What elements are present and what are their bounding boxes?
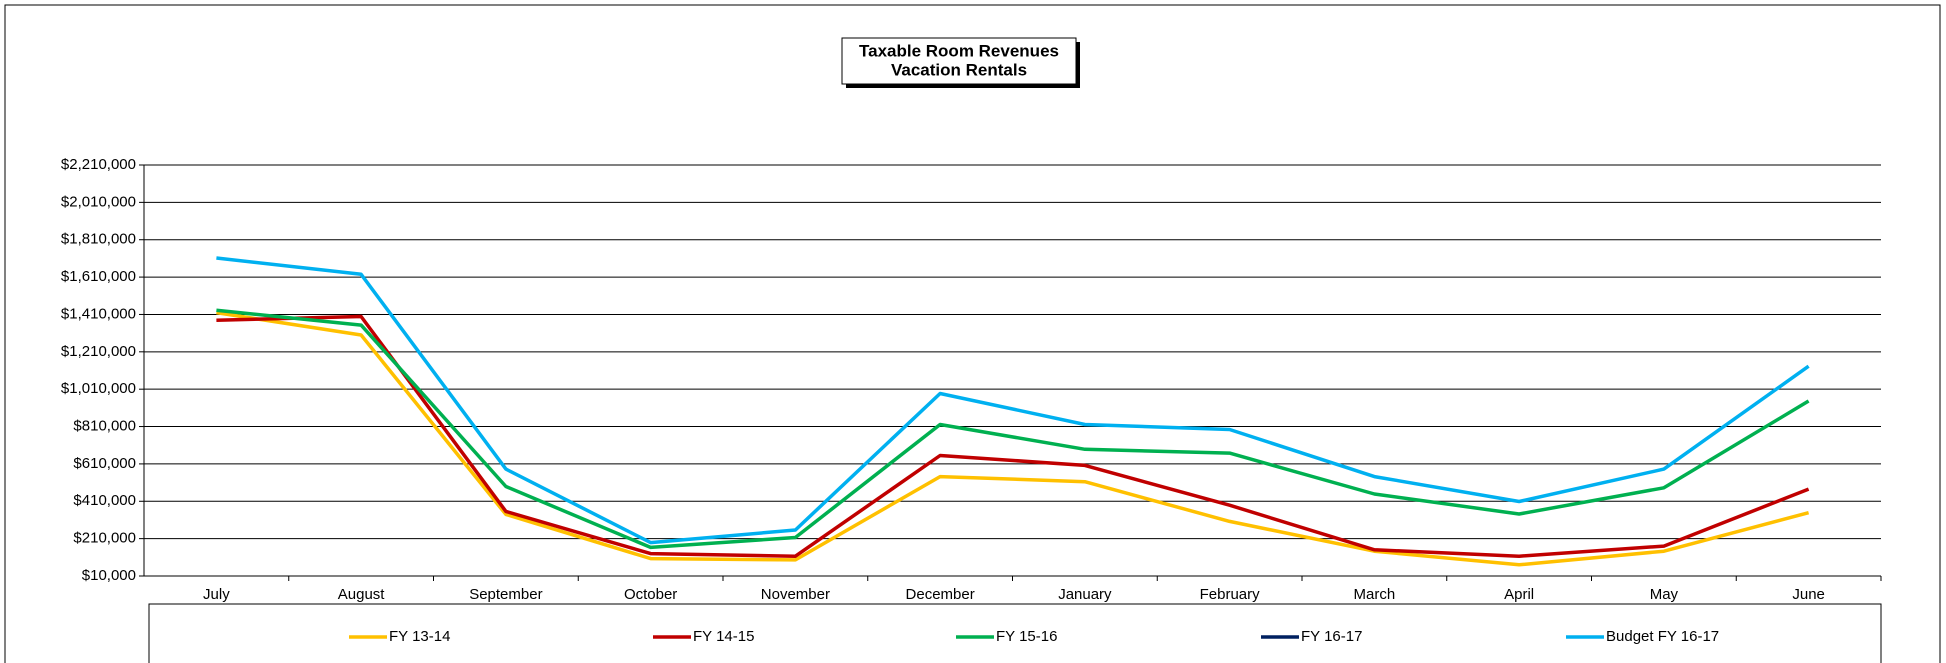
series-line bbox=[216, 314, 1810, 558]
x-tick-label: July bbox=[203, 586, 230, 603]
x-tick-label: January bbox=[1058, 586, 1112, 603]
series-line bbox=[216, 310, 1810, 567]
x-tick-label: December bbox=[906, 586, 975, 603]
y-tick-label: $2,010,000 bbox=[61, 193, 136, 210]
y-tick-label: $1,610,000 bbox=[61, 268, 136, 285]
y-tick-label: $2,210,000 bbox=[61, 156, 136, 173]
series-line bbox=[216, 308, 1810, 550]
legend-label: Budget FY 16-17 bbox=[1606, 628, 1719, 645]
legend-label: FY 14-15 bbox=[693, 628, 754, 645]
x-tick-label: April bbox=[1504, 586, 1534, 603]
title-box bbox=[841, 37, 1077, 85]
y-tick-label: $1,210,000 bbox=[61, 343, 136, 360]
chart-title: Taxable Room Revenues bbox=[859, 41, 1059, 60]
y-tick-label: $1,010,000 bbox=[61, 380, 136, 397]
legend-label: FY 13-14 bbox=[389, 628, 450, 645]
x-tick-label: November bbox=[761, 586, 830, 603]
legend-label: FY 16-17 bbox=[1301, 628, 1362, 645]
y-tick-label: $410,000 bbox=[73, 492, 136, 509]
y-tick-label: $1,810,000 bbox=[61, 231, 136, 248]
x-tick-label: August bbox=[338, 586, 386, 603]
series-line bbox=[216, 256, 1810, 545]
y-tick-label: $10,000 bbox=[82, 567, 136, 584]
x-tick-label: June bbox=[1792, 586, 1825, 603]
x-tick-label: October bbox=[624, 586, 677, 603]
x-tick-label: March bbox=[1354, 586, 1396, 603]
legend-label: FY 15-16 bbox=[996, 628, 1057, 645]
legend-box bbox=[148, 603, 1882, 663]
y-tick-label: $810,000 bbox=[73, 418, 136, 435]
y-tick-label: $610,000 bbox=[73, 455, 136, 472]
chart-border bbox=[4, 4, 1941, 663]
x-tick-label: May bbox=[1650, 586, 1679, 603]
y-tick-label: $1,410,000 bbox=[61, 305, 136, 322]
chart-subtitle: Vacation Rentals bbox=[891, 60, 1027, 79]
x-tick-label: February bbox=[1200, 586, 1261, 603]
y-tick-label: $210,000 bbox=[73, 530, 136, 547]
x-tick-label: September bbox=[469, 586, 542, 603]
